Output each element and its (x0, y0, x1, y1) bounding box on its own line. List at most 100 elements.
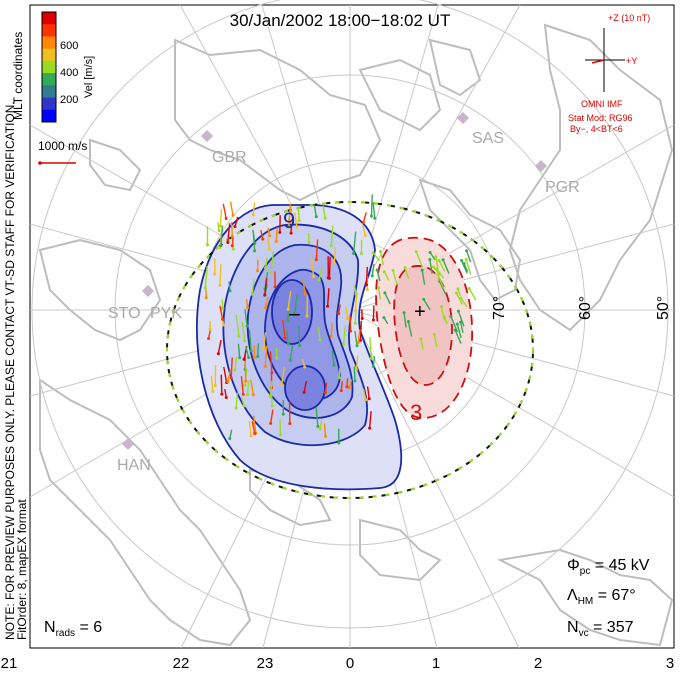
velocity-vector (345, 307, 349, 319)
velocity-vector-origin (422, 297, 426, 301)
velocity-vector-origin (349, 329, 353, 333)
velocity-vector (290, 219, 293, 234)
velocity-vector (337, 304, 341, 314)
velocity-vector-origin (365, 288, 369, 292)
station-icon (122, 438, 134, 450)
velocity-vector-origin (293, 310, 297, 314)
velocity-vector-origin (371, 251, 375, 255)
velocity-vector-origin (256, 355, 260, 359)
velocity-vector-origin (432, 265, 436, 269)
velocity-vector (354, 330, 358, 346)
velocity-vector-origin (287, 220, 291, 224)
velocity-vector (260, 229, 264, 240)
velocity-vector (420, 338, 424, 350)
colorbar-tick-600: 600 (60, 40, 78, 52)
velocity-vector (315, 239, 319, 260)
velocity-vector-origin (382, 270, 386, 274)
velocity-vector (330, 225, 334, 246)
velocity-vector (297, 209, 300, 221)
station-icon (457, 112, 469, 124)
velocity-vector-origin (297, 219, 301, 223)
velocity-vector (435, 256, 439, 269)
velocity-vector-origin (220, 392, 224, 396)
velocity-vector (318, 265, 323, 280)
velocity-vector-origin (354, 292, 358, 296)
velocity-vector (328, 256, 331, 279)
velocity-vector-origin (243, 383, 247, 387)
velocity-vector-origin (329, 243, 333, 247)
velocity-vector-origin (286, 307, 290, 311)
velocity-vector-origin (376, 286, 380, 290)
velocity-vector-origin (279, 433, 283, 437)
station-label-pgr: PGR (545, 179, 580, 196)
velocity-vector (457, 310, 465, 327)
velocity-vector-origin (213, 272, 217, 276)
velocity-vector (219, 305, 224, 320)
velocity-vector-origin (378, 249, 382, 253)
cross-polar-potential: Φpc = 45 kV (567, 557, 650, 577)
velocity-vector (436, 268, 445, 279)
velocity-vector-origin (268, 395, 272, 399)
velocity-vector (330, 322, 333, 337)
imf-z-label: +Z (10 nT) (608, 13, 650, 23)
velocity-vector (362, 225, 367, 236)
velocity-vector-origin (345, 385, 349, 389)
velocity-vector-origin (242, 404, 246, 408)
scale-vector-label: 1000 m/s (38, 139, 87, 153)
colorbar-tick-200: 200 (60, 94, 78, 106)
velocity-vector-origin (437, 258, 441, 262)
velocity-vector-origin (233, 368, 237, 372)
velocity-vector (465, 250, 472, 263)
velocity-vector (256, 343, 260, 357)
velocity-vector-origin (352, 251, 356, 255)
velocity-vector-origin (353, 321, 357, 325)
velocity-vector (365, 266, 369, 285)
velocity-vector-origin (459, 320, 463, 324)
velocity-vector-origin (432, 333, 436, 337)
colorbar-swatch (42, 48, 56, 62)
velocity-vector-origin (455, 322, 459, 326)
mlt-label-2: 2 (534, 655, 542, 672)
velocity-vector-origin (241, 392, 245, 396)
velocity-vector (244, 361, 247, 382)
velocity-vector-origin (288, 421, 292, 425)
velocity-vector (460, 260, 468, 274)
velocity-vector (438, 281, 447, 296)
velocity-vector-origin (316, 424, 320, 428)
velocity-vector-origin (364, 398, 368, 402)
velocity-vector (298, 325, 301, 346)
preview-note: NOTE: FOR PREVIEW PURPOSES ONLY. PLEASE … (3, 101, 17, 640)
vector-count: Nvc = 357 (567, 619, 634, 639)
velocity-vector-origin (267, 247, 271, 251)
velocity-vector (289, 344, 294, 361)
colorbar-swatch (42, 85, 56, 99)
velocity-vector-origin (354, 368, 358, 372)
velocity-vector (403, 312, 407, 328)
velocity-vector-origin (244, 379, 248, 383)
velocity-vector-origin (252, 355, 256, 359)
velocity-vector-origin (434, 255, 438, 259)
velocity-vector (267, 237, 270, 250)
velocity-vector (357, 329, 361, 343)
velocity-vector-origin (233, 225, 237, 229)
velocity-vector (250, 379, 255, 395)
velocity-vector (264, 296, 269, 309)
imf-source-label: OMNI IMF (581, 99, 623, 109)
velocity-vector (240, 396, 245, 407)
velocity-vector (442, 259, 450, 274)
velocity-vector (269, 351, 273, 373)
velocity-vector-origin (464, 257, 468, 261)
velocity-vector (465, 259, 472, 275)
velocity-vector-origin (229, 376, 233, 380)
scale-vector-dot (38, 161, 42, 165)
potential-min-marker: − (288, 302, 301, 327)
velocity-vector-origin (230, 235, 234, 239)
velocity-vector (370, 194, 373, 217)
velocity-vector-origin (337, 376, 341, 380)
velocity-vector (227, 223, 231, 243)
velocity-vector-origin (414, 250, 418, 254)
velocity-vector-origin (303, 292, 307, 296)
velocity-vector-origin (462, 262, 466, 266)
velocity-vector-origin (288, 359, 292, 363)
